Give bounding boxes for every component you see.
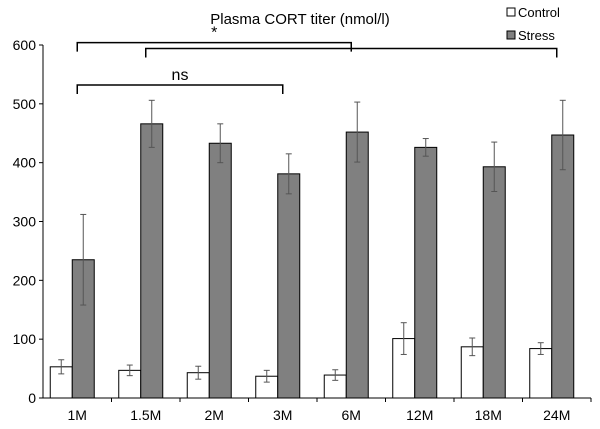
chart-title: Plasma CORT titer (nmol/l) [210,11,389,28]
bar-stress [482,166,506,399]
bar-stress [345,131,369,399]
y-tick-label: 300 [13,214,37,230]
y-tick-label: 200 [13,272,37,288]
significance-label: * [211,25,217,42]
x-tick-label: 18M [475,407,502,423]
axes: 0 100 200 300 400 500 600 1M 1.5M 2M 3M 6M 12M 18M 24M [13,37,592,423]
significance-brackets: * ns [76,25,558,95]
legend-swatch-stress [506,30,516,40]
y-tick-label: 600 [13,37,37,53]
y-tick-label: 500 [13,96,37,112]
bar-stress [551,134,575,399]
bar-control [529,348,553,399]
bar-stress [277,173,301,399]
x-tick-label: 1.5M [130,407,161,423]
bar-stress [414,146,438,399]
x-tick-label: 24M [543,407,570,423]
x-tick-label: 12M [406,407,433,423]
significance-bracket [76,41,352,52]
x-tick-label: 6M [342,407,361,423]
x-tick-label: 3M [273,407,292,423]
significance-bracket [76,84,284,95]
legend-swatch-control [506,7,516,17]
y-tick-label: 0 [28,390,36,406]
legend-label-control: Control [518,5,560,20]
significance-label: ns [172,67,189,84]
y-tick-label: 400 [13,155,37,171]
y-tick-label: 100 [13,331,37,347]
bars [49,99,575,399]
bar-stress [140,123,164,399]
legend-label-stress: Stress [518,28,555,43]
bar-stress [208,142,232,399]
legend: Control Stress [506,5,560,43]
x-tick-label: 1M [68,407,87,423]
significance-bracket [145,47,558,58]
x-tick-label: 2M [205,407,224,423]
